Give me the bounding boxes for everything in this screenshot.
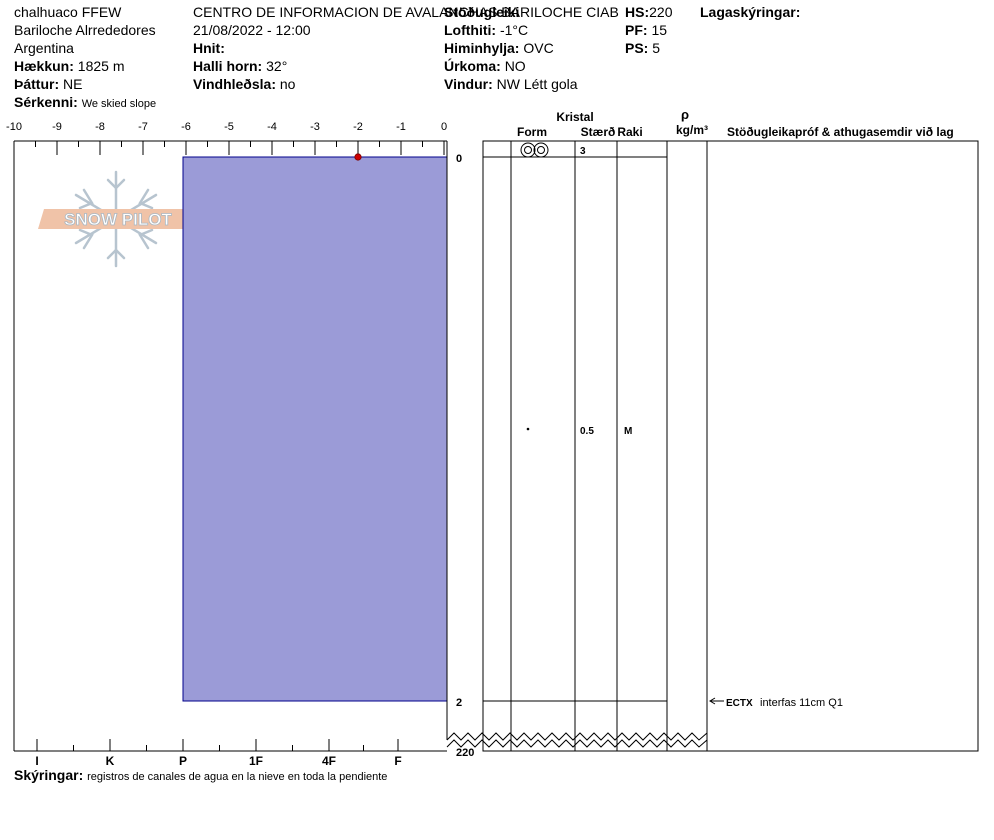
tests-header: Stöðugleikapróf & athugasemdir við lag xyxy=(727,125,954,139)
layer-table: Kristal Form Stærð Raki ρ kg/m³ Stöðugle… xyxy=(446,107,979,752)
wind-loading-value: no xyxy=(279,76,296,92)
location-name: chalhuaco FFEW xyxy=(14,4,122,20)
temp-tick-label: -5 xyxy=(224,121,234,133)
temp-tick-label: -2 xyxy=(353,121,363,133)
snow-height: HS:220 xyxy=(625,4,672,20)
coords: Hnit: xyxy=(193,40,225,56)
layer-2-size: 0.5 xyxy=(580,426,594,437)
coords-label: Hnit: xyxy=(193,40,225,56)
hardness-tick-label: 1F xyxy=(249,754,263,768)
layers-label: Lagaskýringar: xyxy=(700,4,801,20)
temp-tick-label: -9 xyxy=(52,121,62,133)
feature-label: Sérkenni: xyxy=(14,94,78,110)
hardness-tick-label: K xyxy=(106,754,115,768)
hardness-tick-label: P xyxy=(179,754,187,768)
wind: Vindur: NW Létt gola xyxy=(444,76,578,92)
form-header: Form xyxy=(517,125,547,139)
crystal-header: Kristal xyxy=(556,110,593,124)
aspect-value: NE xyxy=(63,76,83,92)
wind-loading: Vindhleðsla: no xyxy=(193,76,295,92)
depth-label-ground: 220 xyxy=(456,747,474,759)
elevation: Hækkun: 1825 m xyxy=(14,58,125,74)
sky-value: OVC xyxy=(523,40,554,56)
hardness-tick-label: I xyxy=(35,754,38,768)
foot-penetration: PF: 15 xyxy=(625,22,667,38)
hs-value: 220 xyxy=(649,4,673,20)
test-result-code: ECTX xyxy=(726,698,753,709)
layer-1-size: 3 xyxy=(580,146,586,157)
precip-value: NO xyxy=(504,58,526,74)
sky-label: Himinhylja: xyxy=(444,40,520,56)
observer-org: CENTRO DE INFORMACION DE AVALANCHAS BARI… xyxy=(193,4,619,20)
temp-tick-label: -8 xyxy=(95,121,105,133)
comments-value: registros de canales de agua en la nieve… xyxy=(87,771,388,783)
elevation-label: Hækkun: xyxy=(14,58,74,74)
air-temp: Lofthiti: -1°C xyxy=(444,22,528,38)
precip-label: Úrkoma: xyxy=(444,58,501,74)
stability-label: Stöðugleiki xyxy=(444,4,520,20)
feature: Sérkenni: We skied slope xyxy=(14,94,156,112)
layer-2-moisture: M xyxy=(624,426,632,437)
depth-label-top: 0 xyxy=(456,153,462,165)
temp-tick-label: -10 xyxy=(6,121,22,133)
depth-break-upper xyxy=(446,732,708,741)
logo-text: SNOW PILOT xyxy=(64,210,172,229)
elevation-value: 1825 m xyxy=(77,58,125,74)
datetime: 21/08/2022 - 12:00 xyxy=(193,22,311,38)
comments: Skýringar: registros de canales de agua … xyxy=(14,767,387,785)
test-result-note: interfas 11cm Q1 xyxy=(760,697,843,709)
temp-tick-label: -7 xyxy=(138,121,148,133)
wind-label: Vindur: xyxy=(444,76,493,92)
aspect-label: Þáttur: xyxy=(14,76,60,92)
pf-label: PF: xyxy=(625,22,648,38)
temp-tick-label: -3 xyxy=(310,121,320,133)
precipitation: Úrkoma: NO xyxy=(444,58,526,74)
temp-tick-label: 0 xyxy=(441,121,447,133)
density-symbol: ρ xyxy=(681,107,689,122)
wind-value: NW Létt gola xyxy=(496,76,578,92)
comments-label: Skýringar: xyxy=(14,767,84,783)
density-unit: kg/m³ xyxy=(676,123,708,137)
size-header: Stærð xyxy=(581,125,616,139)
feature-value: We skied slope xyxy=(81,98,157,110)
hs-label: HS: xyxy=(625,4,650,20)
hardness-tick-label: 4F xyxy=(322,754,336,768)
ski-penetration: PS: 5 xyxy=(625,40,660,56)
moisture-header: Raki xyxy=(617,125,642,139)
temp-tick-label: -1 xyxy=(396,121,406,133)
hardness-tick-label: F xyxy=(394,754,401,768)
depth-label-layer: 2 xyxy=(456,697,462,709)
ps-value: 5 xyxy=(652,40,661,56)
pf-value: 15 xyxy=(651,22,668,38)
ps-label: PS: xyxy=(625,40,649,56)
dot-icon xyxy=(526,427,530,431)
region-name: Bariloche Alrrededores xyxy=(14,22,156,38)
temp-point xyxy=(354,153,362,161)
air-temp-label: Lofthiti: xyxy=(444,22,497,38)
aspect: Þáttur: NE xyxy=(14,76,82,92)
depth-break-lower xyxy=(446,739,708,748)
test-arrow-icon xyxy=(709,697,724,705)
slope-angle: Halli horn: 32° xyxy=(193,58,287,74)
slope-value: 32° xyxy=(266,58,288,74)
slope-label: Halli horn: xyxy=(193,58,263,74)
temp-tick-label: -4 xyxy=(267,121,277,133)
wind-loading-label: Vindhleðsla: xyxy=(193,76,276,92)
temp-tick-label: -6 xyxy=(181,121,191,133)
sky-cover: Himinhylja: OVC xyxy=(444,40,554,56)
rounding-faceted-icon xyxy=(520,142,549,158)
country-name: Argentina xyxy=(14,40,74,56)
air-temp-value: -1°C xyxy=(499,22,529,38)
hardness-bar xyxy=(182,156,448,702)
snowpilot-logo: SNOW PILOT xyxy=(38,170,193,268)
